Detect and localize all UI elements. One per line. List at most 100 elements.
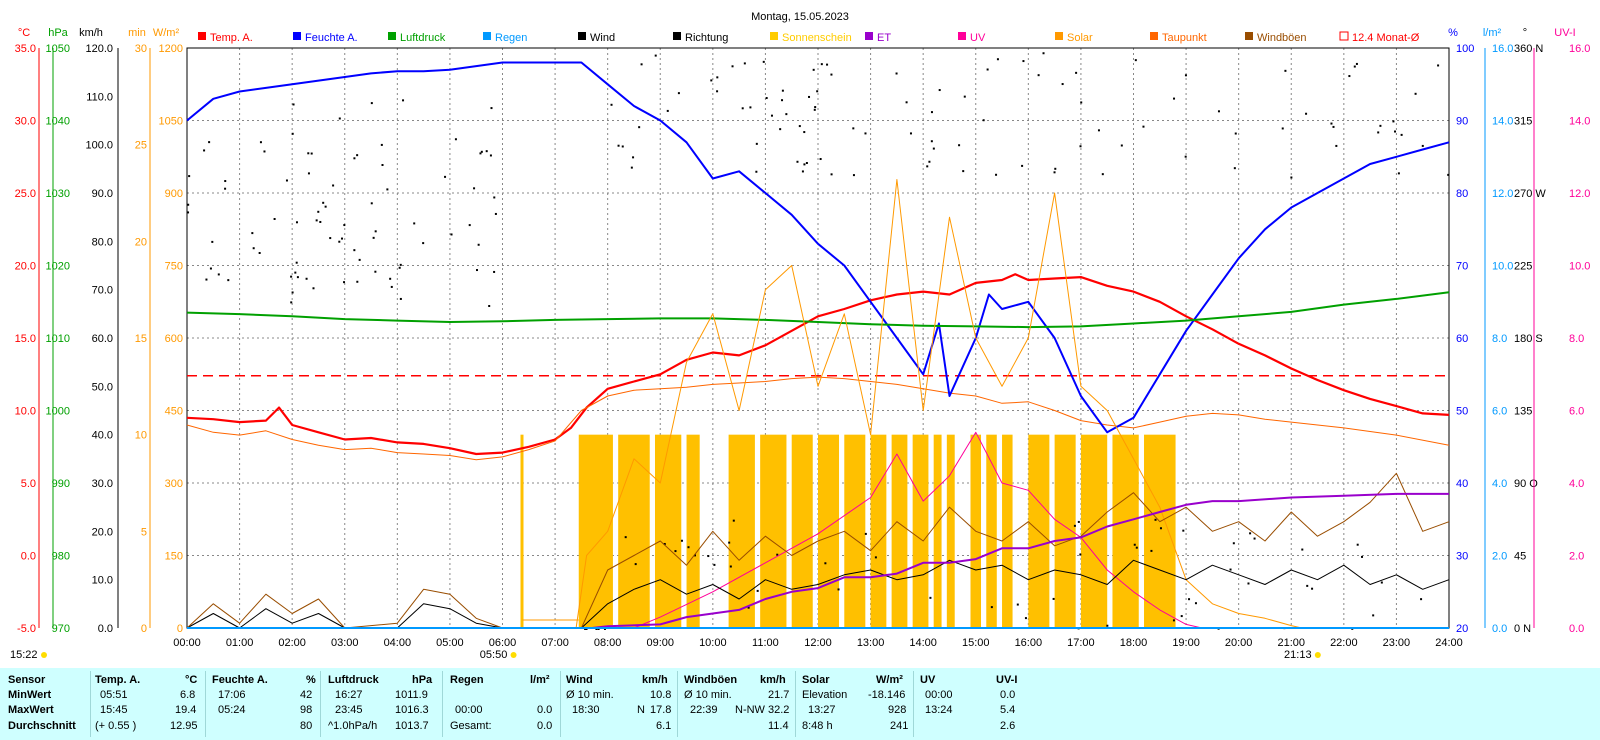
direction-dot xyxy=(1182,529,1185,532)
stats-rain-max-time: 00:00 xyxy=(455,704,483,716)
direction-dot xyxy=(187,203,190,206)
stats-hum-min: 42 xyxy=(300,689,313,701)
direction-dot xyxy=(205,278,208,281)
direction-dot xyxy=(1281,127,1284,130)
direction-dot xyxy=(209,267,212,270)
direction-dot xyxy=(1233,167,1236,170)
sunshine-block xyxy=(654,434,682,628)
stats-wind-label: Wind xyxy=(566,674,593,686)
direction-dot xyxy=(1106,624,1109,627)
axis-unit-dir: ° xyxy=(1523,27,1527,39)
direction-dot xyxy=(986,68,989,71)
axis-unit-temp: °C xyxy=(18,27,30,39)
x-tick-label: 02:00 xyxy=(278,637,306,649)
direction-dot xyxy=(819,158,822,161)
stats-wind-r2-dir: N xyxy=(637,704,645,716)
direction-dot xyxy=(707,555,710,558)
axis-tick-dir: 270 W xyxy=(1514,188,1546,200)
legend-swatch xyxy=(388,32,396,40)
stats-temp-avg: 12.95 xyxy=(170,720,198,732)
direction-dot xyxy=(1021,164,1024,167)
direction-dot xyxy=(1024,617,1027,620)
x-tick-label: 22:00 xyxy=(1330,637,1358,649)
direction-dot xyxy=(680,539,683,542)
axis-tick-solar: 0 xyxy=(177,623,183,635)
series-feuchte-a xyxy=(186,61,1450,434)
direction-dot xyxy=(996,58,999,61)
axis-tick-temp: 0.0 xyxy=(21,551,36,563)
axis-tick-sunmin: 20 xyxy=(135,236,147,248)
direction-dot xyxy=(864,132,867,135)
direction-dot xyxy=(1054,167,1057,170)
sunshine-block xyxy=(844,434,866,628)
stats-temp-unit: °C xyxy=(185,674,198,686)
direction-dot xyxy=(1172,619,1175,622)
legend-swatch xyxy=(770,32,778,40)
direction-dot xyxy=(1184,74,1187,77)
axis-tick-temp: 5.0 xyxy=(21,478,36,490)
direction-dot xyxy=(290,301,293,304)
axis-tick-solar: 300 xyxy=(165,478,183,490)
direction-dot xyxy=(285,179,288,182)
direction-dot xyxy=(852,174,855,177)
axis-tick-temp: -5.0 xyxy=(17,623,36,635)
x-tick-label: 07:00 xyxy=(541,637,569,649)
axis-tick-wind: 20.0 xyxy=(92,526,113,538)
axis-tick-uv: 0.0 xyxy=(1569,623,1584,635)
direction-dot xyxy=(402,99,405,102)
current-time-icon xyxy=(41,652,47,658)
direction-dot xyxy=(310,152,313,155)
axis-tick-press: 1000 xyxy=(46,406,70,418)
axis-tick-solar: 1200 xyxy=(159,43,183,55)
direction-dot xyxy=(258,251,261,254)
direction-dot xyxy=(1437,64,1440,67)
direction-dot xyxy=(188,175,191,178)
direction-dot xyxy=(640,63,643,66)
direction-dot xyxy=(399,297,402,300)
direction-dot xyxy=(755,170,758,173)
direction-dot xyxy=(776,553,779,556)
axis-tick-temp: 15.0 xyxy=(15,333,36,345)
x-tick-label: 03:00 xyxy=(331,637,359,649)
direction-dot xyxy=(1073,524,1076,527)
axis-tick-sunmin: 15 xyxy=(135,333,147,345)
x-tick-label: 20:00 xyxy=(1225,637,1253,649)
x-tick-label: 05:00 xyxy=(436,637,464,649)
axis-tick-rain: 14.0 xyxy=(1492,116,1513,128)
x-tick-label: 01:00 xyxy=(226,637,254,649)
direction-dot xyxy=(353,249,356,252)
stats-press-min: 1011.9 xyxy=(395,689,428,701)
axis-tick-sunmin: 10 xyxy=(135,430,147,442)
direction-dot xyxy=(332,184,335,187)
direction-dot xyxy=(322,201,325,204)
direction-dot xyxy=(374,230,377,233)
direction-dot xyxy=(749,106,752,109)
direction-dot xyxy=(307,152,310,155)
direction-dot xyxy=(1332,125,1335,128)
direction-dot xyxy=(251,232,254,235)
sunshine-block xyxy=(870,434,887,628)
direction-dot xyxy=(874,556,877,559)
axis-unit-wind: km/h xyxy=(79,27,103,39)
x-tick-label: 21:00 xyxy=(1277,637,1305,649)
sunshine-block xyxy=(686,434,700,628)
stats-solar-r3-label: 8:48 h xyxy=(802,720,833,732)
weather-chart: Montag, 15.05.2023 Temp. A. Feuchte A. Luf… xyxy=(10,11,1590,661)
direction-dot xyxy=(1355,62,1358,65)
sunrise-icon xyxy=(510,652,517,658)
stats-gust-unit: km/h xyxy=(760,674,786,686)
direction-dot xyxy=(930,140,933,143)
direction-dot xyxy=(962,170,965,173)
direction-dot xyxy=(263,150,266,153)
sunset-icon xyxy=(1314,652,1321,658)
axis-tick-temp: 20.0 xyxy=(15,261,36,273)
direction-dot xyxy=(1247,582,1250,585)
direction-dot xyxy=(372,236,375,239)
stats-uv-max-time: 13:24 xyxy=(925,704,953,716)
direction-dot xyxy=(1232,542,1235,545)
legend-label: 12.4 Monat-Ø xyxy=(1352,32,1420,44)
direction-dot xyxy=(852,127,855,130)
axis-tick-hum: 50 xyxy=(1456,406,1468,418)
axis-tick-press: 970 xyxy=(52,623,70,635)
axis-tick-temp: 10.0 xyxy=(15,406,36,418)
